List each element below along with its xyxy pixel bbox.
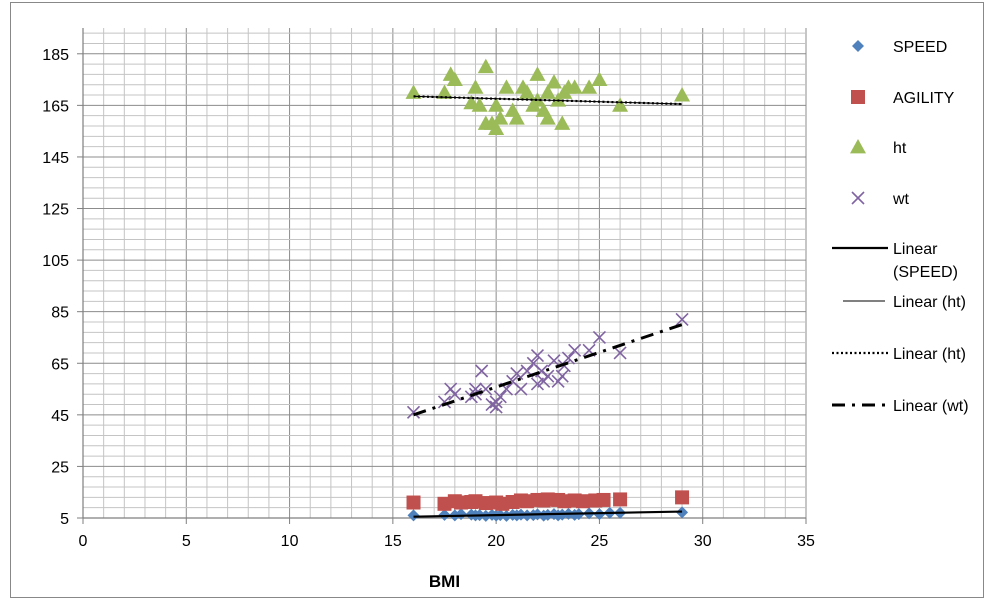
legend-label: Linear: [893, 241, 938, 258]
y-tick-label: 165: [42, 98, 69, 115]
data-point: [455, 508, 468, 521]
x-tick-label: 10: [281, 533, 299, 550]
data-point: [514, 382, 528, 396]
x-tick-label: 35: [797, 533, 815, 550]
data-point: [530, 348, 545, 363]
data-point: [561, 351, 576, 365]
data-point: [612, 97, 629, 112]
data-point: [406, 495, 421, 510]
data-point: [475, 364, 489, 378]
data-point: [477, 58, 494, 74]
legend-label: (SPEED): [893, 264, 958, 281]
y-tick-label: 45: [51, 408, 69, 425]
data-point: [436, 84, 453, 99]
trendline: [413, 510, 683, 518]
data-point: [488, 97, 505, 112]
x-tick-label: 15: [384, 533, 402, 550]
y-tick-label: 145: [42, 150, 69, 167]
y-tick-label: 125: [42, 202, 69, 219]
data-point: [557, 359, 571, 373]
legend-label: Linear (ht): [893, 346, 966, 363]
data-point: [438, 508, 451, 521]
legend-marker: [851, 191, 865, 205]
data-point: [493, 390, 507, 404]
data-point: [581, 79, 598, 94]
data-point: [566, 79, 583, 94]
legend-label: wt: [892, 191, 910, 208]
data-point: [467, 79, 484, 94]
data-point: [547, 354, 561, 368]
data-point: [554, 115, 571, 130]
x-axis-title: BMI: [429, 572, 460, 591]
data-point: [575, 494, 590, 509]
data-point: [568, 343, 582, 357]
x-tick-label: 30: [694, 533, 712, 550]
data-point: [675, 312, 689, 326]
data-point: [489, 400, 503, 414]
x-tick-label: 0: [79, 533, 88, 550]
x-tick-label: 20: [487, 533, 505, 550]
series-agility: [406, 490, 690, 511]
data-point: [510, 367, 524, 381]
data-point: [591, 71, 608, 86]
data-point: [519, 84, 536, 99]
data-point: [529, 66, 546, 81]
data-point: [488, 120, 505, 135]
data-point: [545, 74, 562, 89]
y-tick-label: 105: [42, 253, 69, 270]
data-point: [448, 387, 462, 401]
data-point: [508, 110, 525, 125]
legend-label: SPEED: [893, 39, 947, 56]
data-point: [492, 110, 509, 125]
legend-label: AGILITY: [893, 90, 955, 107]
data-point: [405, 84, 422, 99]
data-point: [674, 87, 691, 102]
data-point: [407, 509, 420, 522]
legend: SPEED AGILITY ht wt Linear (SPEED) Linear (ht)…: [832, 39, 969, 415]
data-point: [437, 395, 452, 409]
series-ht: [405, 58, 691, 135]
legend-marker: [851, 90, 865, 104]
y-tick-label: 25: [51, 459, 69, 476]
data-point: [675, 490, 690, 505]
data-point: [446, 71, 463, 86]
data-point: [498, 79, 515, 94]
series-wt: [406, 312, 689, 419]
legend-label: Linear (ht): [893, 294, 966, 311]
data-point: [555, 369, 569, 383]
x-tick-label: 25: [591, 533, 609, 550]
grid: [82, 28, 807, 519]
x-tick-label: 5: [182, 533, 191, 550]
data-point: [541, 369, 555, 383]
y-tick-label: 65: [51, 356, 69, 373]
data-point: [613, 492, 628, 507]
data-point: [539, 84, 556, 99]
series-speed: [407, 506, 689, 522]
trendline: [413, 323, 683, 417]
data-point: [613, 346, 627, 360]
legend-marker: [850, 139, 866, 154]
data-point: [406, 405, 421, 419]
y-tick-label: 85: [51, 305, 69, 322]
trendline: [413, 95, 683, 105]
legend-marker: [852, 40, 864, 52]
data-point: [592, 330, 606, 345]
y-tick-label: 5: [60, 511, 69, 528]
data-point: [539, 110, 556, 125]
data-point: [471, 97, 488, 112]
legend-label: ht: [893, 140, 907, 157]
legend-label: Linear (wt): [893, 398, 969, 415]
data-point: [596, 492, 611, 507]
y-tick-label: 185: [42, 47, 69, 64]
